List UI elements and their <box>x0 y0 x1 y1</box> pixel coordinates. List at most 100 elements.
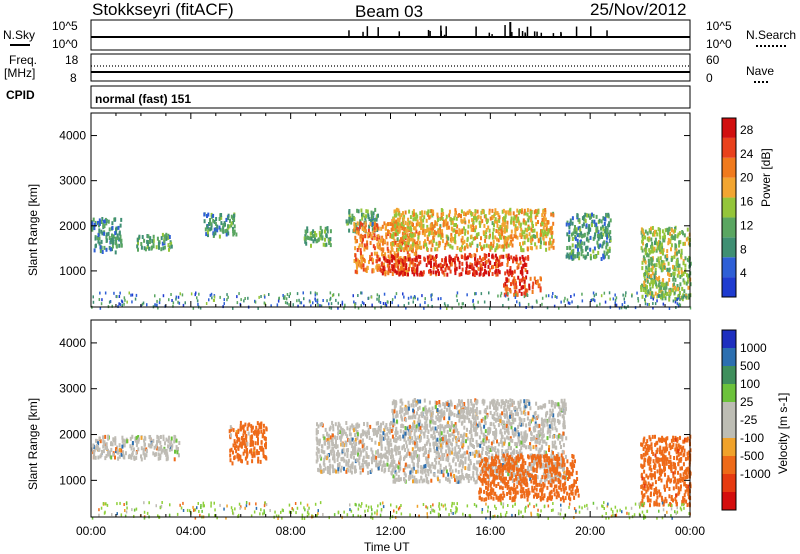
velocity-cell <box>498 402 501 407</box>
velocity-cell <box>392 479 395 484</box>
velocity-cell <box>378 460 381 465</box>
power-cell <box>372 244 375 249</box>
velocity-cell <box>498 461 501 466</box>
velocity-cell <box>340 426 343 431</box>
power-cell <box>527 238 530 243</box>
power-cell <box>410 244 413 249</box>
velocity-cell <box>562 443 565 448</box>
power-cell <box>551 230 554 235</box>
velocity-cell <box>453 434 456 439</box>
velocity-cell <box>385 423 388 427</box>
power-noise-cell <box>500 291 503 295</box>
velocity-cell <box>471 438 474 442</box>
velocity-cell <box>110 441 113 446</box>
velocity-cell <box>489 429 491 434</box>
power-cell <box>514 281 517 286</box>
velocity-cell <box>323 450 326 455</box>
velocity-cell <box>422 453 425 457</box>
power-cell <box>662 286 665 291</box>
velocity-cell <box>316 422 318 427</box>
power-cell <box>220 221 223 226</box>
velocity-cell <box>448 439 451 443</box>
power-noise-cell <box>344 303 346 307</box>
power-noise-cell <box>240 298 242 302</box>
power-cell <box>504 281 507 286</box>
power-noise-cell <box>656 295 658 299</box>
velocity-cell <box>233 456 236 461</box>
power-noise-cell <box>658 294 660 298</box>
power-cell <box>552 213 555 218</box>
power-noise-cell <box>551 295 553 299</box>
nave-tick-bottom: 0 <box>706 71 713 85</box>
power-cell <box>448 209 451 214</box>
power-cell <box>478 260 481 265</box>
freq-unit-label: [MHz] <box>4 66 36 80</box>
power-cell <box>150 246 153 251</box>
velocity-cell <box>362 458 364 463</box>
velocity-cell <box>553 421 556 426</box>
power-cell <box>476 248 478 253</box>
power-cell <box>232 220 234 225</box>
nave-label: Nave <box>746 64 775 78</box>
power-cell <box>681 295 684 300</box>
velocity-cell <box>410 455 413 460</box>
power-cell <box>100 245 103 250</box>
power-cell <box>393 232 396 237</box>
power-cell <box>407 217 410 222</box>
power-cell <box>603 250 606 255</box>
velocity-cell <box>405 440 408 445</box>
power-cell <box>370 218 373 223</box>
power-cell <box>663 232 666 237</box>
velocity-cell <box>351 451 354 456</box>
velocity-cell <box>334 435 336 440</box>
power-cell <box>669 232 672 236</box>
power-cell <box>370 252 373 257</box>
power-cell <box>97 233 100 238</box>
velocity-cell <box>377 466 380 471</box>
power-cell <box>655 284 658 289</box>
velocity-cell <box>472 470 475 475</box>
velocity-cell <box>451 447 454 452</box>
power-cell <box>428 269 430 274</box>
velocity-cell <box>364 460 366 465</box>
velocity-cell <box>484 468 487 473</box>
power-cell <box>507 243 510 248</box>
velocity-cell <box>160 445 163 449</box>
velocity-cell <box>104 445 107 450</box>
power-ytick-label: 3000 <box>59 174 86 188</box>
power-cell <box>572 248 575 253</box>
velocity-cell <box>441 445 444 450</box>
velocity-cell <box>366 430 369 435</box>
nsearch-label: N.Search <box>746 28 797 42</box>
power-cell <box>230 223 233 228</box>
power-noise-cell <box>282 296 285 300</box>
power-cell <box>222 223 225 228</box>
power-cell <box>482 257 485 261</box>
power-cell <box>654 267 657 272</box>
power-cell <box>510 282 512 287</box>
power-cell <box>472 223 475 227</box>
velocity-cell <box>399 434 401 439</box>
power-cell <box>453 228 456 233</box>
power-cell <box>582 254 585 259</box>
power-noise-cell <box>316 292 318 296</box>
power-cell <box>461 241 464 246</box>
power-cell <box>460 214 462 218</box>
power-noise-cell <box>131 293 134 297</box>
power-noise-cell <box>553 304 556 308</box>
power-cell <box>605 213 608 217</box>
power-cell <box>111 233 113 238</box>
velocity-cell <box>457 445 460 449</box>
velocity-cell <box>437 454 440 459</box>
velocity-cell <box>341 427 344 432</box>
power-cell <box>203 212 206 217</box>
velocity-cell <box>140 454 142 459</box>
velocity-cell <box>495 403 498 408</box>
velocity-cell <box>538 423 541 428</box>
velocity-cell <box>445 469 448 474</box>
power-noise-cell <box>297 304 299 308</box>
power-cell <box>356 221 359 226</box>
velocity-cell <box>255 425 258 430</box>
power-cell <box>416 258 419 263</box>
power-noise-cell <box>480 292 483 296</box>
